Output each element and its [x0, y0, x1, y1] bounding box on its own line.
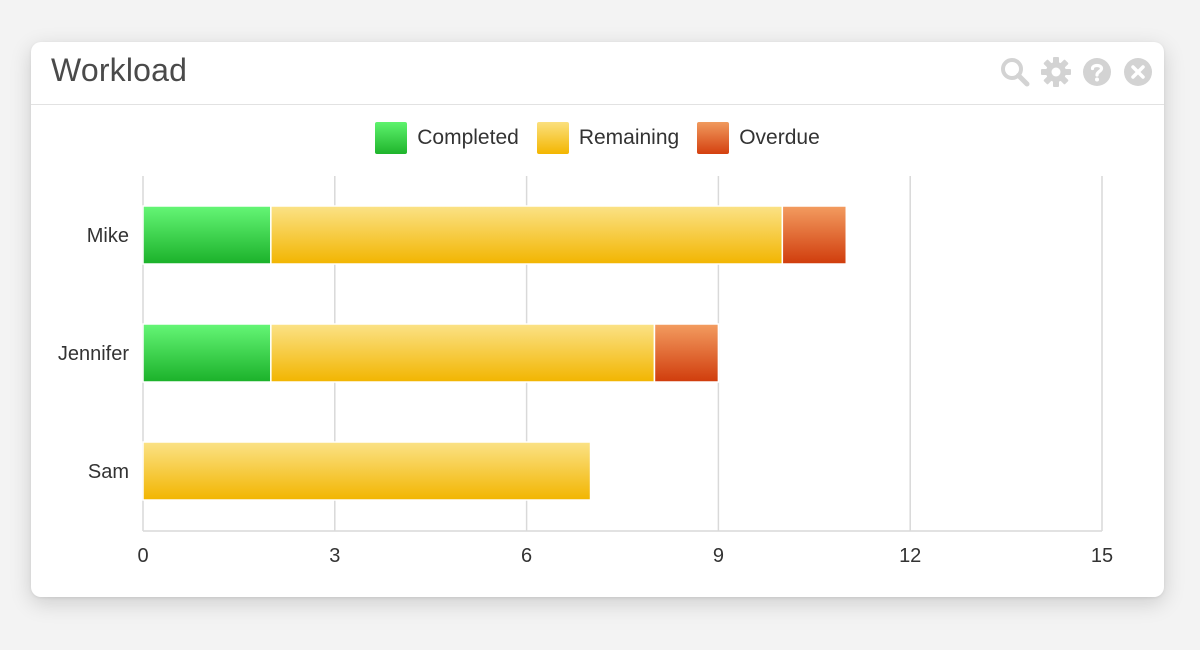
legend-swatch-remaining	[536, 122, 569, 154]
bar-completed-mike[interactable]	[142, 205, 272, 265]
legend-label-completed: Completed	[417, 126, 519, 149]
search-icon[interactable]	[999, 56, 1031, 88]
header-toolbar	[999, 56, 1154, 88]
bar-completed-jennifer[interactable]	[142, 323, 272, 383]
y-category-label: Mike	[87, 225, 129, 247]
workload-widget: Workload	[31, 42, 1164, 597]
legend-label-overdue: Overdue	[739, 126, 820, 149]
bar-remaining-jennifer[interactable]	[270, 323, 656, 383]
bar-remaining-mike[interactable]	[270, 205, 784, 265]
close-icon[interactable]	[1122, 56, 1154, 88]
x-tick-label: 9	[713, 545, 724, 567]
legend-item-completed[interactable]: Completed	[375, 122, 519, 154]
help-icon[interactable]	[1081, 56, 1113, 88]
legend-item-remaining[interactable]: Remaining	[536, 122, 680, 154]
x-tick-label: 15	[1091, 545, 1113, 567]
legend-item-overdue[interactable]: Overdue	[697, 122, 820, 154]
widget-title: Workload	[51, 52, 188, 88]
legend-swatch-overdue	[697, 122, 730, 154]
y-category-label: Jennifer	[58, 343, 129, 365]
chart-legend: Completed Remaining Overdue	[31, 121, 1164, 155]
x-tick-label: 0	[137, 545, 148, 567]
bar-remaining-sam[interactable]	[142, 441, 592, 501]
x-tick-label: 12	[899, 545, 921, 567]
legend-label-remaining: Remaining	[578, 126, 680, 149]
workload-bar-chart: 0 3 6 9 12 15 Mike Jennifer Sam	[58, 176, 1113, 567]
y-category-label: Sam	[88, 461, 129, 483]
x-tick-label: 6	[521, 545, 532, 567]
bar-overdue-jennifer[interactable]	[653, 323, 720, 383]
bar-overdue-mike[interactable]	[781, 205, 848, 265]
legend-swatch-completed	[375, 122, 408, 154]
widget-header: Workload	[31, 42, 1164, 105]
x-tick-label: 3	[329, 545, 340, 567]
gear-icon[interactable]	[1040, 56, 1072, 88]
